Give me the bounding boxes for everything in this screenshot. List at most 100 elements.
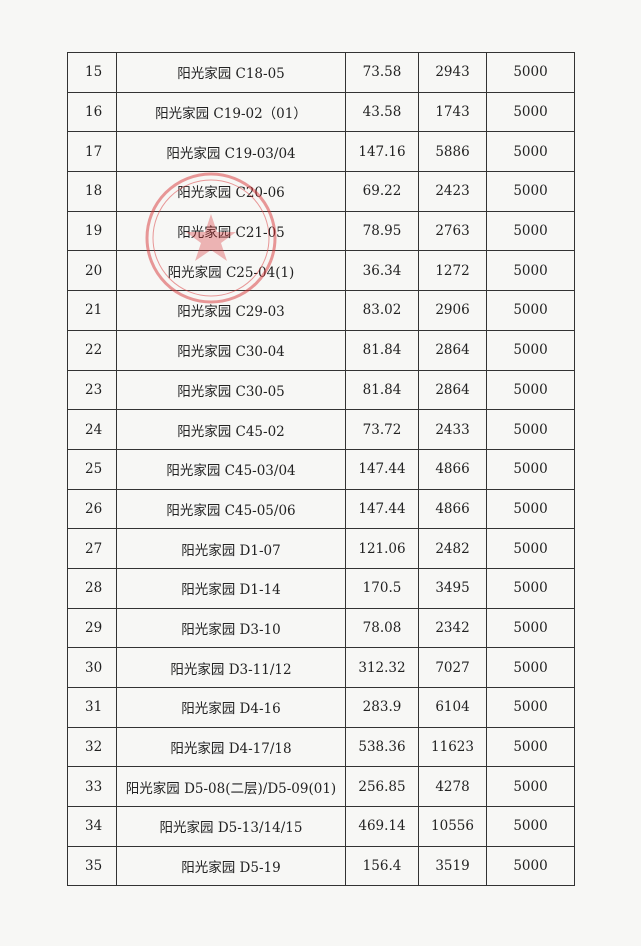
standard-value: 5000 xyxy=(486,607,575,649)
table-row: 20 阳光家园 C25-04(1) 36.34 1272 5000 xyxy=(67,250,575,292)
property-name: 阳光家园 D5-13/14/15 xyxy=(116,806,346,847)
area-value: 147.16 xyxy=(345,131,419,173)
standard-value: 5000 xyxy=(486,766,575,808)
table-row: 34 阳光家园 D5-13/14/15 469.14 10556 5000 xyxy=(67,806,575,847)
property-name: 阳光家园 C30-04 xyxy=(116,329,346,371)
standard-value: 5000 xyxy=(486,448,575,490)
standard-value: 5000 xyxy=(486,329,575,371)
data-table: 15 阳光家园 C18-05 73.58 2943 5000 16 阳光家园 C19-02（… xyxy=(67,52,575,887)
amount-value: 6104 xyxy=(418,687,487,728)
property-name: 阳光家园 C45-05/06 xyxy=(116,488,346,530)
amount-value: 2482 xyxy=(418,528,487,569)
row-number: 27 xyxy=(67,528,117,569)
area-value: 73.58 xyxy=(345,52,419,93)
table-row: 28 阳光家园 D1-14 170.5 3495 5000 xyxy=(67,567,575,609)
area-value: 538.36 xyxy=(345,726,419,768)
amount-value: 2433 xyxy=(418,409,487,450)
amount-value: 3519 xyxy=(418,845,487,887)
table-row: 33 阳光家园 D5-08(二层)/D5-09(01) 256.85 4278 5000 xyxy=(67,766,575,808)
table-row: 23 阳光家园 C30-05 81.84 2864 5000 xyxy=(67,369,575,411)
row-number: 16 xyxy=(67,91,117,133)
row-number: 25 xyxy=(67,448,117,490)
standard-value: 5000 xyxy=(486,131,575,173)
area-value: 81.84 xyxy=(345,369,419,411)
property-name: 阳光家园 C18-05 xyxy=(116,52,346,93)
standard-value: 5000 xyxy=(486,488,575,530)
amount-value: 1743 xyxy=(418,91,487,133)
row-number: 29 xyxy=(67,607,117,649)
standard-value: 5000 xyxy=(486,290,575,331)
standard-value: 5000 xyxy=(486,91,575,133)
row-number: 26 xyxy=(67,488,117,530)
table-row: 29 阳光家园 D3-10 78.08 2342 5000 xyxy=(67,607,575,649)
amount-value: 3495 xyxy=(418,567,487,609)
property-name: 阳光家园 C45-02 xyxy=(116,409,346,450)
table-row: 21 阳光家园 C29-03 83.02 2906 5000 xyxy=(67,290,575,331)
property-name: 阳光家园 D4-16 xyxy=(116,687,346,728)
property-name: 阳光家园 D3-10 xyxy=(116,607,346,649)
amount-value: 2763 xyxy=(418,210,487,252)
amount-value: 2943 xyxy=(418,52,487,93)
area-value: 469.14 xyxy=(345,806,419,847)
standard-value: 5000 xyxy=(486,726,575,768)
standard-value: 5000 xyxy=(486,806,575,847)
amount-value: 10556 xyxy=(418,806,487,847)
area-value: 69.22 xyxy=(345,171,419,212)
area-value: 78.08 xyxy=(345,607,419,649)
table-row: 35 阳光家园 D5-19 156.4 3519 5000 xyxy=(67,845,575,887)
amount-value: 4866 xyxy=(418,488,487,530)
area-value: 83.02 xyxy=(345,290,419,331)
property-name: 阳光家园 C45-03/04 xyxy=(116,448,346,490)
property-name: 阳光家园 C29-03 xyxy=(116,290,346,331)
row-number: 32 xyxy=(67,726,117,768)
area-value: 170.5 xyxy=(345,567,419,609)
property-name: 阳光家园 D1-14 xyxy=(116,567,346,609)
table-row: 30 阳光家园 D3-11/12 312.32 7027 5000 xyxy=(67,647,575,688)
standard-value: 5000 xyxy=(486,409,575,450)
table-row: 24 阳光家园 C45-02 73.72 2433 5000 xyxy=(67,409,575,450)
area-value: 73.72 xyxy=(345,409,419,450)
row-number: 24 xyxy=(67,409,117,450)
property-name: 阳光家园 D5-08(二层)/D5-09(01) xyxy=(116,766,346,808)
table-row: 26 阳光家园 C45-05/06 147.44 4866 5000 xyxy=(67,488,575,530)
property-name: 阳光家园 C30-05 xyxy=(116,369,346,411)
area-value: 43.58 xyxy=(345,91,419,133)
amount-value: 2864 xyxy=(418,369,487,411)
standard-value: 5000 xyxy=(486,210,575,252)
amount-value: 5886 xyxy=(418,131,487,173)
standard-value: 5000 xyxy=(486,845,575,887)
amount-value: 2423 xyxy=(418,171,487,212)
row-number: 19 xyxy=(67,210,117,252)
standard-value: 5000 xyxy=(486,528,575,569)
table-row: 19 阳光家园 C21-05 78.95 2763 5000 xyxy=(67,210,575,252)
area-value: 78.95 xyxy=(345,210,419,252)
row-number: 15 xyxy=(67,52,117,93)
row-number: 22 xyxy=(67,329,117,371)
row-number: 18 xyxy=(67,171,117,212)
area-value: 156.4 xyxy=(345,845,419,887)
area-value: 121.06 xyxy=(345,528,419,569)
area-value: 147.44 xyxy=(345,488,419,530)
property-name: 阳光家园 C21-05 xyxy=(116,210,346,252)
standard-value: 5000 xyxy=(486,687,575,728)
area-value: 147.44 xyxy=(345,448,419,490)
area-value: 283.9 xyxy=(345,687,419,728)
property-name: 阳光家园 C25-04(1) xyxy=(116,250,346,292)
amount-value: 4278 xyxy=(418,766,487,808)
property-name: 阳光家园 D3-11/12 xyxy=(116,647,346,688)
standard-value: 5000 xyxy=(486,369,575,411)
standard-value: 5000 xyxy=(486,250,575,292)
amount-value: 7027 xyxy=(418,647,487,688)
amount-value: 1272 xyxy=(418,250,487,292)
property-name: 阳光家园 C20-06 xyxy=(116,171,346,212)
table-row: 18 阳光家园 C20-06 69.22 2423 5000 xyxy=(67,171,575,212)
property-name: 阳光家园 D4-17/18 xyxy=(116,726,346,768)
row-number: 33 xyxy=(67,766,117,808)
property-name: 阳光家园 C19-02（01） xyxy=(116,91,346,133)
amount-value: 2864 xyxy=(418,329,487,371)
table-row: 27 阳光家园 D1-07 121.06 2482 5000 xyxy=(67,528,575,569)
area-value: 81.84 xyxy=(345,329,419,371)
amount-value: 2342 xyxy=(418,607,487,649)
table-row: 15 阳光家园 C18-05 73.58 2943 5000 xyxy=(67,52,575,93)
row-number: 17 xyxy=(67,131,117,173)
